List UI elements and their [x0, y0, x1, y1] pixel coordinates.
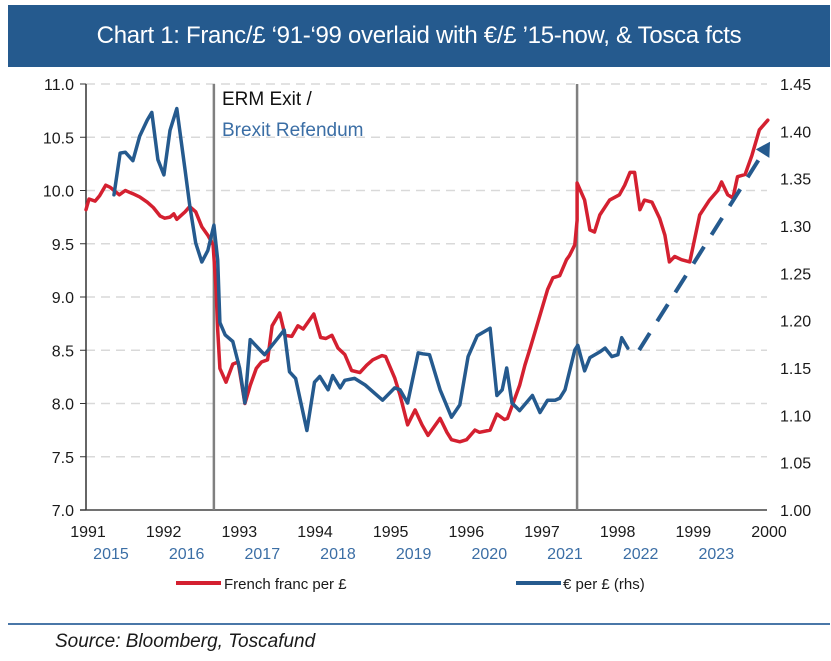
- y-left-tick-label: 9.5: [52, 237, 74, 254]
- x-tick-label: 1993: [222, 524, 258, 541]
- x-tick-label-secondary: 2023: [699, 546, 735, 563]
- chart-title-bar: Chart 1: Franc/£ ‘91-‘99 overlaid with €…: [8, 5, 830, 67]
- y-axis-left-ticks: 7.0 7.5 8.0 8.5 9.0 9.5 10.0 10.5 11.0: [43, 77, 86, 520]
- x-tick-label-secondary: 2021: [547, 546, 583, 563]
- y-left-tick-label: 10.5: [43, 130, 74, 147]
- y-right-tick-label: 1.15: [780, 361, 811, 378]
- y-left-tick-label: 7.5: [52, 450, 74, 467]
- x-tick-label-secondary: 2020: [472, 546, 508, 563]
- y-right-tick-label: 1.45: [780, 77, 811, 94]
- y-left-tick-label: 11.0: [44, 77, 74, 94]
- y-axis-right-ticks: 1.00 1.05 1.10 1.15 1.20 1.25 1.30 1.35 1.40 1.45: [780, 77, 811, 520]
- series-line-0: [84, 118, 770, 444]
- y-right-tick-label: 1.10: [780, 408, 811, 425]
- x-tick-label-secondary: 2017: [245, 546, 281, 563]
- series-line-1: [112, 106, 630, 433]
- y-right-tick-label: 1.00: [780, 503, 811, 520]
- gridlines: [86, 83, 767, 458]
- x-axis-ticks: 1991 1992 1993 1994 1995 1996 1997 1998 1999 2000…: [70, 524, 787, 563]
- x-tick-label-secondary: 2018: [320, 546, 356, 563]
- x-tick-label: 1992: [146, 524, 182, 541]
- chart-title: Chart 1: Franc/£ ‘91-‘99 overlaid with €…: [96, 22, 742, 49]
- x-tick-label: 1997: [524, 524, 560, 541]
- y-right-tick-label: 1.25: [780, 266, 811, 283]
- annotation-erm-exit: ERM Exit /: [222, 89, 312, 110]
- y-right-tick-label: 1.40: [780, 124, 811, 141]
- x-tick-label-secondary: 2022: [623, 546, 659, 563]
- x-tick-label: 1999: [676, 524, 712, 541]
- x-tick-label: 1996: [449, 524, 485, 541]
- annotation-lines: [212, 84, 579, 510]
- x-tick-label: 1991: [70, 524, 106, 541]
- y-left-tick-label: 7.0: [52, 503, 74, 520]
- y-left-tick-label: 10.0: [43, 184, 74, 201]
- legend-label-euro: € per £ (rhs): [563, 576, 645, 593]
- y-left-tick-label: 8.0: [52, 397, 74, 414]
- forecast-arrowhead: [755, 141, 771, 158]
- legend: French franc per £ € per £ (rhs): [176, 576, 645, 593]
- forecast-dashed-line: [637, 152, 765, 352]
- y-right-tick-label: 1.30: [780, 219, 811, 236]
- x-tick-label-secondary: 2015: [93, 546, 129, 563]
- y-right-tick-label: 1.05: [780, 456, 811, 473]
- y-left-tick-label: 8.5: [52, 343, 74, 360]
- y-right-tick-label: 1.35: [780, 172, 811, 189]
- y-left-tick-label: 9.0: [52, 290, 74, 307]
- series-lines: [84, 106, 771, 444]
- annotation-brexit-referendum: Brexit Refendum: [222, 120, 364, 141]
- x-tick-label: 1995: [373, 524, 409, 541]
- legend-label-franc: French franc per £: [224, 576, 347, 593]
- x-tick-label: 1994: [297, 524, 333, 541]
- x-tick-label: 2000: [751, 524, 787, 541]
- x-tick-label-secondary: 2016: [169, 546, 205, 563]
- source-note: Source: Bloomberg, Toscafund: [55, 631, 316, 652]
- x-tick-label-secondary: 2019: [396, 546, 432, 563]
- footer-divider: [8, 623, 830, 625]
- y-right-tick-label: 1.20: [780, 314, 811, 331]
- x-tick-label: 1998: [600, 524, 636, 541]
